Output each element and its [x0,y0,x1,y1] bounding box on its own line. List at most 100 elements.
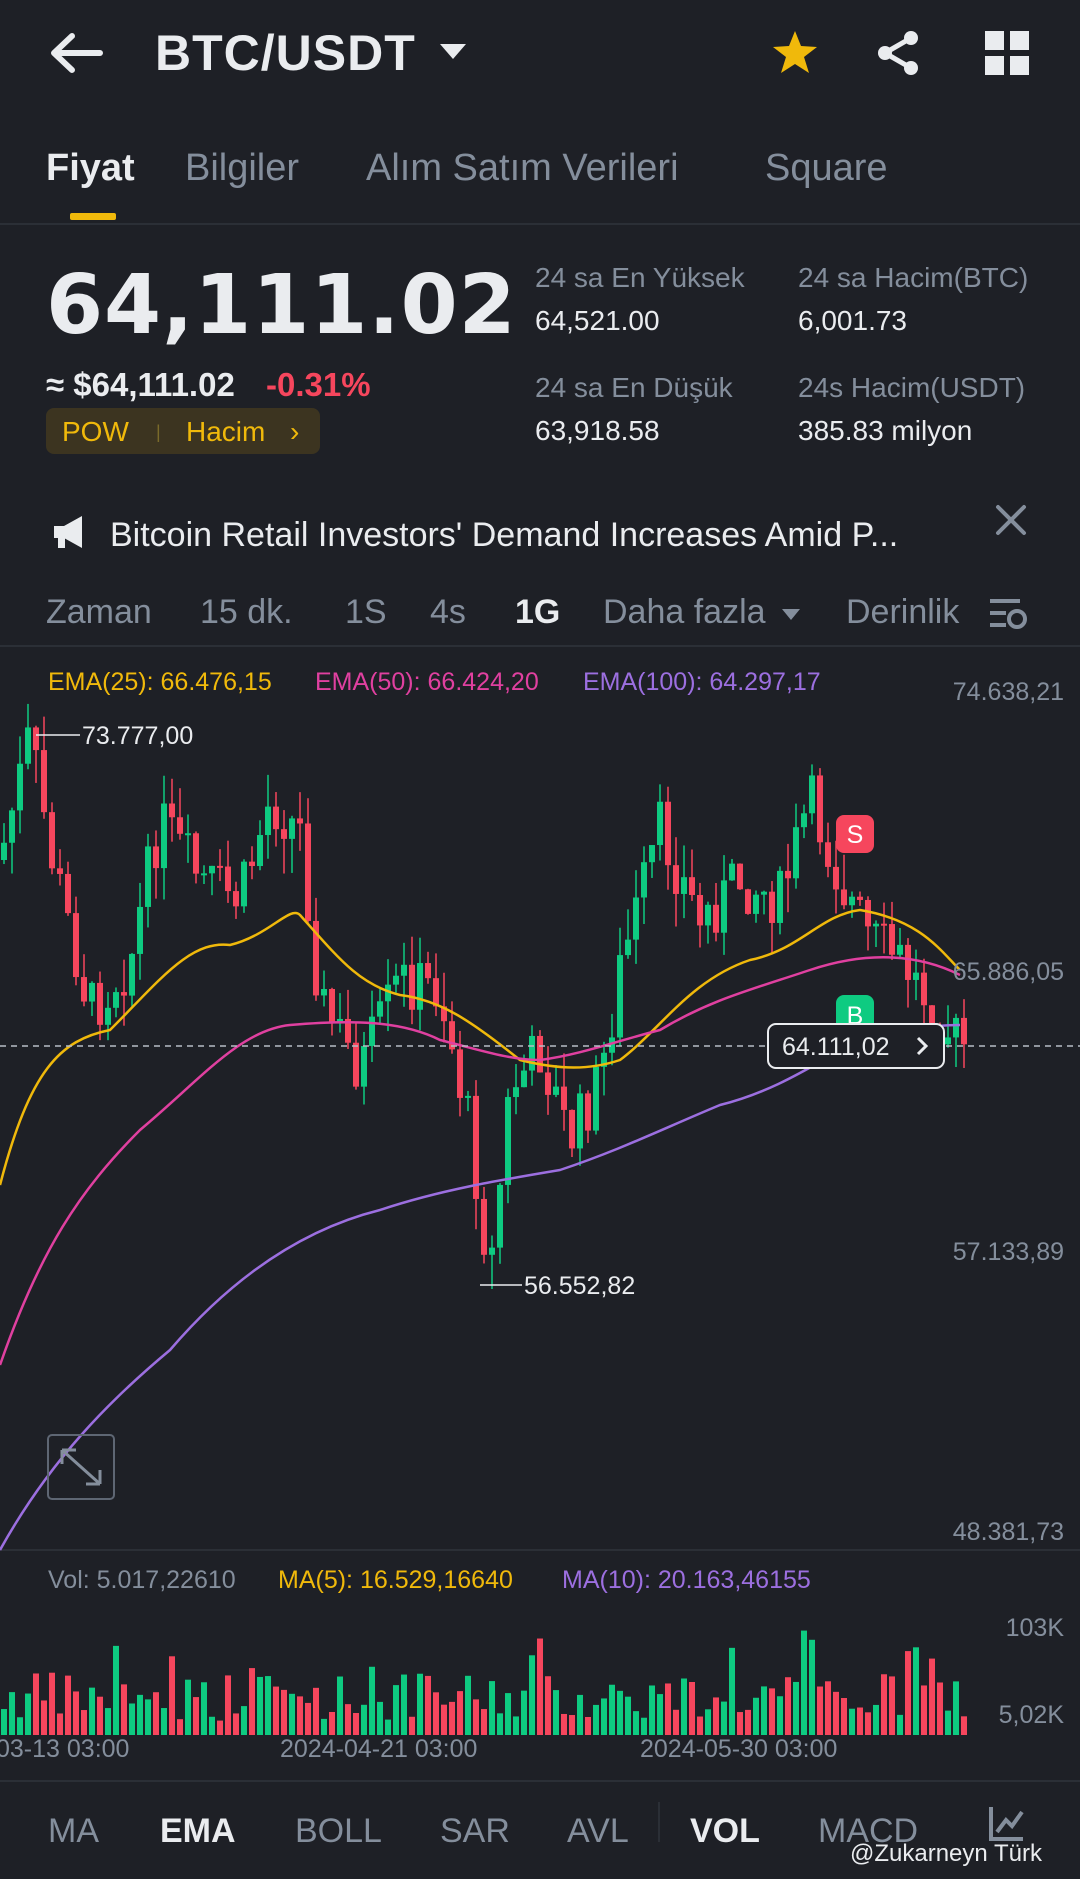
tag-hacim[interactable]: Hacim [186,416,266,447]
ind-ema[interactable]: EMA [160,1812,236,1850]
volume-bar [457,1691,463,1735]
tag-separator: | [156,422,161,442]
candle-body [457,1049,463,1098]
candle-body [441,1006,447,1022]
volume-bar [649,1685,655,1735]
volume-bar [521,1690,527,1735]
price-chart[interactable]: EMA(25): 66.476,15 EMA(50): 66.424,20 EM… [0,650,1080,1800]
volume-bar [481,1709,487,1735]
candle-body [593,1066,599,1131]
tf-zaman[interactable]: Zaman [46,593,152,631]
candle-body [225,866,231,892]
candle-body [865,899,871,927]
price-change: -0.31% [266,366,371,403]
back-arrow-icon[interactable] [48,30,104,76]
y-tick-1: 74.638,21 [953,678,1064,706]
chevron-down-icon[interactable] [782,609,800,620]
ind-vol[interactable]: VOL [690,1812,760,1850]
ind-boll[interactable]: BOLL [295,1812,382,1850]
candle-body [361,1046,367,1087]
tab-square[interactable]: Square [765,147,888,189]
candle-body [889,924,895,955]
candle-body [345,1018,351,1043]
candle-body [737,863,743,890]
stat-vol-usdt-value: 385.83 milyon [798,415,973,446]
volume-bar [33,1673,39,1735]
stat-low-value: 63,918.58 [535,415,660,446]
volume-bar [953,1681,959,1735]
close-icon[interactable] [993,502,1029,538]
candle-body [913,972,919,980]
volume-bar [705,1709,711,1735]
candle-body [425,963,431,979]
volume-bar [713,1697,719,1735]
tag-box[interactable]: POW | Hacim › [46,408,320,454]
candle-body [241,861,247,907]
candle-body [89,982,95,1002]
signal-sell[interactable]: S [836,815,874,853]
volume-bar [249,1668,255,1735]
candle-body [873,923,879,927]
candle-body [321,989,327,996]
volume-bar [113,1645,119,1735]
candle-body [337,1018,343,1022]
tab-bilgiler[interactable]: Bilgiler [185,147,300,189]
chart-indicator-icon[interactable] [988,1804,1026,1842]
volume-bar [193,1697,199,1735]
candle-body [353,1042,359,1087]
volume-bar [569,1715,575,1735]
share-icon[interactable] [873,28,923,78]
volume-bar [313,1687,319,1735]
tf-more[interactable]: Daha fazla [603,593,766,631]
volume-bar [345,1704,351,1735]
news-headline[interactable]: Bitcoin Retail Investors' Demand Increas… [110,516,899,554]
tab-fiyat[interactable]: Fiyat [46,147,135,189]
candle-body [73,913,79,978]
volume-bar [825,1681,831,1735]
candle-body [433,978,439,1007]
ind-ma[interactable]: MA [48,1812,99,1850]
candle-body [897,944,903,955]
volume-bar [81,1710,87,1735]
ind-sar[interactable]: SAR [440,1812,510,1850]
candle-body [249,861,255,867]
candle-body [33,727,39,751]
tf-depth[interactable]: Derinlik [846,593,960,631]
volume-bar [337,1676,343,1735]
fullscreen-button[interactable] [47,1434,115,1500]
tag-pow[interactable]: POW [62,416,129,447]
star-icon[interactable] [770,28,820,78]
tf-1g[interactable]: 1G [515,593,561,631]
volume-bar [153,1692,159,1735]
x-tick-1: 03-13 03:00 [0,1735,129,1763]
ema25-label: EMA(25): 66.476,15 [48,668,272,696]
ema50-label: EMA(50): 66.424,20 [315,668,539,696]
tf-15m[interactable]: 15 dk. [200,593,293,631]
pair-title[interactable]: BTC/USDT [155,25,416,81]
ema50-line [0,956,961,1366]
candle-body [385,984,391,1002]
candle-body [161,803,167,869]
ma5-label: MA(5): 16.529,16640 [278,1566,513,1594]
candle-body [905,944,911,980]
candle-body [841,889,847,906]
candle-body [201,873,207,876]
volume-bar [233,1713,239,1735]
ind-avl[interactable]: AVL [567,1812,629,1850]
current-price-tag[interactable]: 64.111,02 [767,1023,945,1069]
chart-settings-icon[interactable] [988,595,1028,633]
ind-macd[interactable]: MACD [818,1812,919,1850]
grid-icon[interactable] [982,28,1032,78]
last-price: 64,111.02 [46,258,517,353]
candle-body [193,833,199,874]
tab-alim-satim[interactable]: Alım Satım Verileri [366,147,679,189]
tf-4s[interactable]: 4s [430,593,466,631]
volume-bar [937,1682,943,1735]
chevron-down-icon[interactable] [440,44,466,59]
volume-bar [217,1720,223,1735]
volume-bar [177,1719,183,1735]
tf-1s[interactable]: 1S [345,593,387,631]
volume-bar [465,1675,471,1735]
candle-body [881,923,887,926]
volume-bar [41,1700,47,1735]
